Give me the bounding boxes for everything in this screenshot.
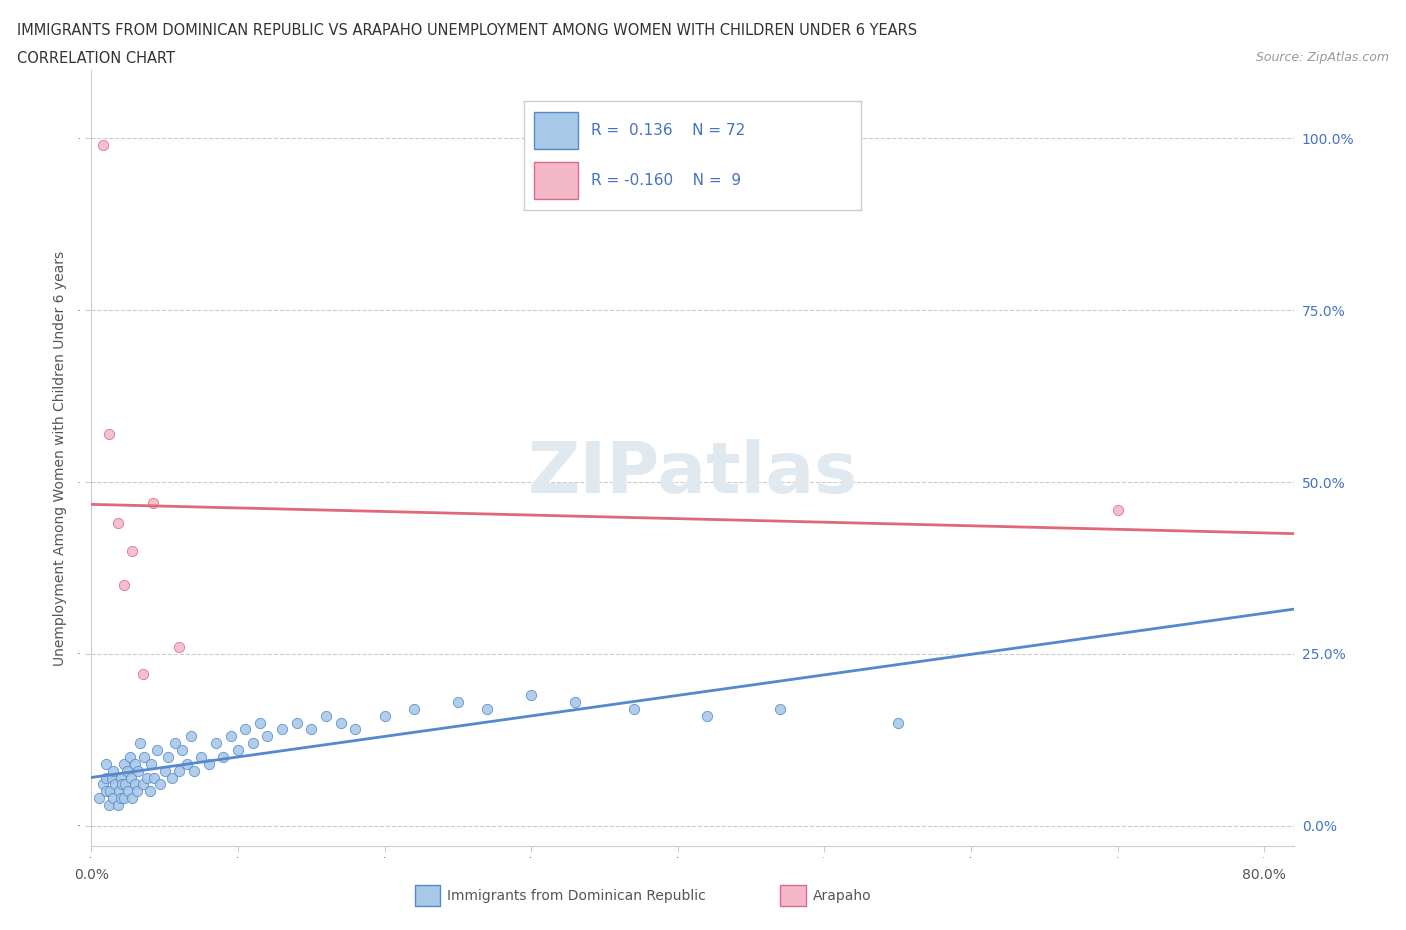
Point — [101, 770, 124, 785]
Text: 0.0%: 0.0% — [75, 868, 108, 882]
Text: 80.0%: 80.0% — [1243, 868, 1286, 882]
Point — [402, 701, 425, 716]
Point — [623, 701, 645, 716]
Point — [111, 777, 134, 791]
Text: ZIPatlas: ZIPatlas — [527, 439, 858, 508]
Point — [769, 701, 792, 716]
Point — [127, 764, 149, 778]
Bar — [415, 885, 440, 906]
Point — [121, 543, 143, 558]
Point — [121, 790, 143, 805]
Point — [117, 784, 139, 799]
Point — [115, 764, 138, 778]
Point — [172, 743, 194, 758]
Point — [118, 750, 141, 764]
Point — [374, 709, 396, 724]
Point — [169, 764, 191, 778]
Point — [136, 770, 159, 785]
Point — [91, 777, 114, 791]
Point — [110, 770, 132, 785]
Point — [564, 695, 586, 710]
Point — [139, 784, 162, 799]
Point — [249, 715, 271, 730]
Point — [124, 777, 146, 791]
Point — [299, 722, 322, 737]
Point — [315, 709, 337, 724]
Point — [180, 729, 202, 744]
Point — [169, 640, 191, 655]
Point — [1107, 502, 1129, 517]
Point — [128, 736, 150, 751]
Point — [131, 777, 153, 791]
Point — [149, 777, 172, 791]
Y-axis label: Unemployment Among Women with Children Under 6 years: Unemployment Among Women with Children U… — [53, 250, 66, 666]
Point — [94, 770, 117, 785]
Point — [256, 729, 278, 744]
Point — [100, 784, 122, 799]
Point — [104, 777, 127, 791]
Point — [125, 784, 148, 799]
Point — [176, 756, 198, 771]
Point — [146, 743, 169, 758]
Point — [477, 701, 499, 716]
Text: Arapaho: Arapaho — [813, 888, 872, 903]
Point — [112, 756, 135, 771]
Point — [141, 756, 163, 771]
Point — [447, 695, 470, 710]
Point — [163, 736, 186, 751]
Point — [271, 722, 294, 737]
Point — [143, 770, 166, 785]
Point — [87, 790, 110, 805]
Point — [329, 715, 352, 730]
Point — [107, 516, 129, 531]
Point — [696, 709, 718, 724]
Text: Source: ZipAtlas.com: Source: ZipAtlas.com — [1256, 51, 1389, 64]
Point — [114, 777, 136, 791]
Point — [124, 756, 146, 771]
Point — [212, 750, 235, 764]
Text: IMMIGRANTS FROM DOMINICAN REPUBLIC VS ARAPAHO UNEMPLOYMENT AMONG WOMEN WITH CHIL: IMMIGRANTS FROM DOMINICAN REPUBLIC VS AR… — [17, 23, 917, 38]
Point — [520, 687, 543, 702]
Point — [183, 764, 205, 778]
Text: Immigrants from Dominican Republic: Immigrants from Dominican Republic — [447, 888, 706, 903]
Point — [285, 715, 308, 730]
Point — [142, 496, 165, 511]
Point — [344, 722, 367, 737]
Point — [98, 427, 121, 442]
Point — [153, 764, 176, 778]
Point — [94, 756, 117, 771]
Point — [98, 798, 121, 813]
Point — [190, 750, 212, 764]
Point — [103, 790, 125, 805]
Point — [160, 770, 183, 785]
Point — [131, 667, 153, 682]
Point — [120, 770, 142, 785]
Point — [134, 750, 156, 764]
Point — [108, 784, 131, 799]
Point — [94, 784, 117, 799]
Point — [226, 743, 249, 758]
Point — [112, 578, 135, 592]
Point — [205, 736, 228, 751]
Point — [242, 736, 264, 751]
Point — [107, 798, 129, 813]
Point — [886, 715, 908, 730]
Point — [156, 750, 179, 764]
Bar — [780, 885, 806, 906]
Text: CORRELATION CHART: CORRELATION CHART — [17, 51, 174, 66]
Point — [110, 790, 132, 805]
Point — [91, 138, 114, 153]
Point — [219, 729, 242, 744]
Point — [103, 764, 125, 778]
Point — [112, 790, 135, 805]
Point — [197, 756, 219, 771]
Point — [233, 722, 256, 737]
